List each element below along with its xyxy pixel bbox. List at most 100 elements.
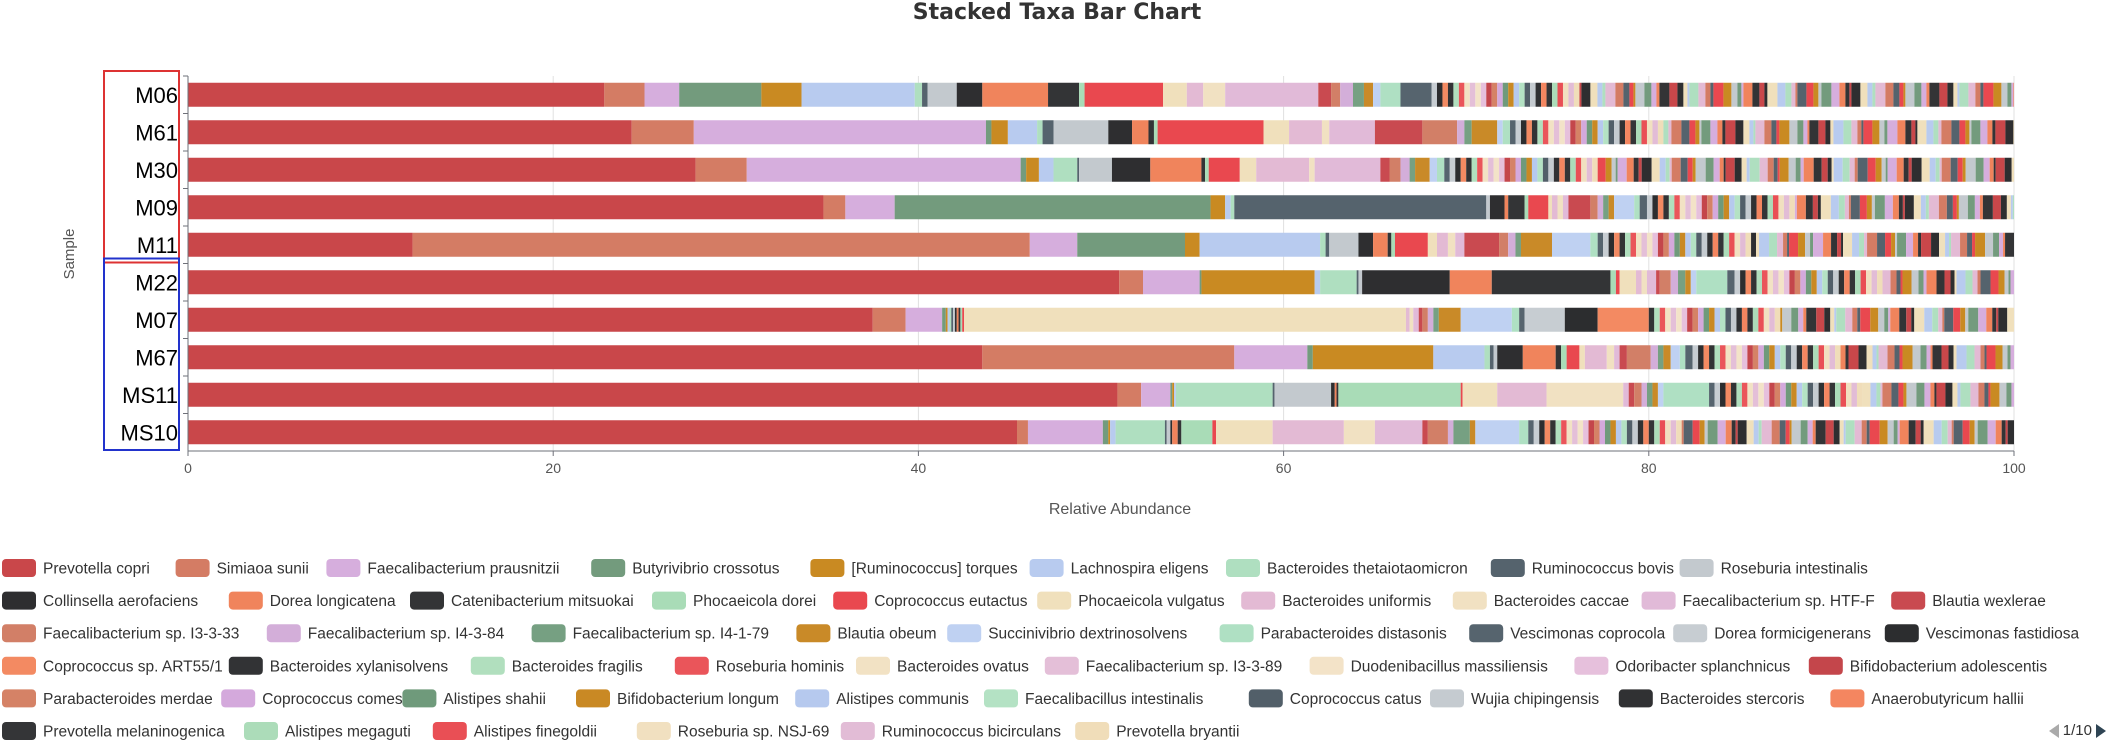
- bar-segment[interactable]: [1665, 307, 1671, 332]
- bar-segment[interactable]: [1751, 195, 1757, 220]
- bar-segment[interactable]: [1524, 195, 1529, 220]
- bar-segment[interactable]: [1900, 270, 1903, 295]
- bar-segment[interactable]: [1687, 82, 1690, 107]
- bar-segment[interactable]: [1663, 382, 1710, 407]
- bar-segment[interactable]: [1896, 157, 1904, 182]
- bar-segment[interactable]: [1791, 382, 1797, 407]
- bar-segment[interactable]: [1602, 82, 1606, 107]
- bar-segment[interactable]: [1723, 195, 1730, 220]
- bar-segment[interactable]: [1752, 307, 1759, 332]
- bar-segment[interactable]: [962, 307, 965, 332]
- bar-segment[interactable]: [1510, 157, 1516, 182]
- bar-segment[interactable]: [1157, 120, 1264, 145]
- legend-item[interactable]: Faecalibacillus intestinalis: [984, 689, 1204, 708]
- bar-segment[interactable]: [1913, 232, 1919, 257]
- bar-segment[interactable]: [2013, 82, 2014, 107]
- bar-segment[interactable]: [1751, 232, 1757, 257]
- bar-segment[interactable]: [1923, 270, 1927, 295]
- legend-item[interactable]: Bacteroides uniformis: [1241, 591, 1431, 611]
- bar-segment[interactable]: [1380, 82, 1401, 107]
- bar-segment[interactable]: [1890, 307, 1900, 332]
- bar-segment[interactable]: [1117, 382, 1142, 407]
- bar-segment[interactable]: [1982, 195, 1993, 220]
- bar-segment[interactable]: [1699, 120, 1702, 145]
- bar-segment[interactable]: [1831, 82, 1840, 107]
- bar-segment[interactable]: [1740, 232, 1746, 257]
- legend-item[interactable]: Simiaoa sunii: [175, 559, 309, 578]
- bar-segment[interactable]: [1312, 345, 1434, 370]
- bar-segment[interactable]: [2000, 195, 2007, 220]
- bar-segment[interactable]: [1951, 232, 1961, 257]
- bar-segment[interactable]: [1579, 345, 1585, 370]
- bar-segment[interactable]: [1978, 307, 1987, 332]
- bar-segment[interactable]: [1674, 195, 1680, 220]
- bar-segment[interactable]: [2008, 270, 2011, 295]
- bar-segment[interactable]: [1256, 157, 1310, 182]
- bar-segment[interactable]: [1753, 420, 1759, 445]
- bar-segment[interactable]: [1163, 82, 1187, 107]
- bar-segment[interactable]: [1679, 232, 1686, 257]
- bar-segment[interactable]: [2005, 232, 2014, 257]
- bar-segment[interactable]: [1084, 82, 1164, 107]
- bar-segment[interactable]: [1471, 120, 1498, 145]
- legend-item[interactable]: Ruminococcus bicirculans: [840, 722, 1061, 741]
- bar-segment[interactable]: [1893, 420, 1898, 445]
- bar-segment[interactable]: [188, 345, 983, 370]
- bar-segment[interactable]: [1875, 157, 1882, 182]
- bar-segment[interactable]: [1800, 420, 1808, 445]
- bar-segment[interactable]: [1908, 157, 1912, 182]
- bar-segment[interactable]: [1825, 120, 1831, 145]
- bar-segment[interactable]: [1717, 420, 1726, 445]
- bar-segment[interactable]: [1747, 382, 1753, 407]
- bar-segment[interactable]: [1911, 157, 1922, 182]
- bar-segment[interactable]: [2013, 120, 2014, 145]
- legend-item[interactable]: Faecalibacterium sp. HTF-F: [1641, 591, 1875, 611]
- bar-segment[interactable]: [1497, 120, 1503, 145]
- legend-next-icon[interactable]: [2096, 723, 2106, 738]
- bar-segment[interactable]: [1400, 82, 1432, 107]
- bar-segment[interactable]: [1572, 420, 1578, 445]
- bar-segment[interactable]: [1239, 157, 1257, 182]
- bar-segment[interactable]: [1906, 307, 1912, 332]
- bar-segment[interactable]: [1996, 307, 1999, 332]
- bar-segment[interactable]: [1630, 232, 1637, 257]
- bar-segment[interactable]: [1374, 420, 1423, 445]
- bar-segment[interactable]: [1531, 157, 1538, 182]
- bar-segment[interactable]: [1515, 120, 1521, 145]
- bar-segment[interactable]: [1575, 120, 1582, 145]
- bar-segment[interactable]: [1859, 232, 1865, 257]
- bar-segment[interactable]: [1745, 195, 1752, 220]
- bar-segment[interactable]: [1723, 157, 1726, 182]
- bar-segment[interactable]: [1663, 195, 1669, 220]
- bar-segment[interactable]: [953, 307, 955, 332]
- bar-segment[interactable]: [1216, 420, 1273, 445]
- bar-segment[interactable]: [1698, 307, 1704, 332]
- legend-item[interactable]: Faecalibacterium sp. I3-3-33: [2, 624, 239, 643]
- bar-segment[interactable]: [1736, 382, 1742, 407]
- bar-segment[interactable]: [1852, 232, 1860, 257]
- bar-segment[interactable]: [1438, 307, 1461, 332]
- bar-segment[interactable]: [1692, 307, 1699, 332]
- bar-segment[interactable]: [1489, 345, 1494, 370]
- bar-segment[interactable]: [1831, 232, 1838, 257]
- bar-segment[interactable]: [1761, 420, 1772, 445]
- bar-segment[interactable]: [2003, 232, 2006, 257]
- bar-segment[interactable]: [1921, 232, 1932, 257]
- bar-segment[interactable]: [1992, 195, 2001, 220]
- bar-segment[interactable]: [1230, 195, 1235, 220]
- bar-segment[interactable]: [1821, 157, 1828, 182]
- bar-segment[interactable]: [1866, 270, 1872, 295]
- bar-segment[interactable]: [1636, 232, 1642, 257]
- bar-segment[interactable]: [1762, 195, 1768, 220]
- bar-segment[interactable]: [1977, 270, 1981, 295]
- bar-segment[interactable]: [1455, 232, 1465, 257]
- bar-segment[interactable]: [1920, 420, 1924, 445]
- legend-item[interactable]: Coprococcus sp. ART55/1: [2, 656, 223, 676]
- bar-segment[interactable]: [1111, 157, 1151, 182]
- bar-segment[interactable]: [1803, 120, 1808, 145]
- bar-segment[interactable]: [1605, 82, 1616, 107]
- bar-segment[interactable]: [1969, 120, 1972, 145]
- bar-segment[interactable]: [761, 82, 802, 107]
- bar-segment[interactable]: [1812, 195, 1818, 220]
- bar-segment[interactable]: [1816, 270, 1823, 295]
